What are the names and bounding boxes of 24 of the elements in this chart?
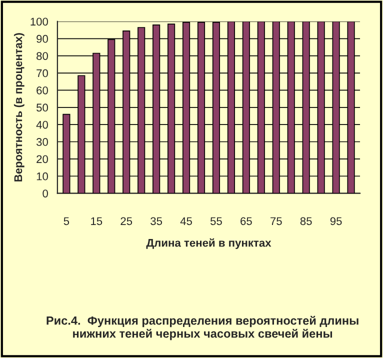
- x-tick-label: 75: [270, 217, 282, 226]
- y-tick-label: 90: [36, 34, 48, 43]
- x-tick-label: 35: [150, 217, 162, 226]
- x-tick-label: 95: [330, 217, 342, 226]
- y-tick-label: 0: [42, 190, 48, 198]
- y-tick-label: 10: [36, 172, 48, 180]
- x-tick-label: 25: [120, 217, 132, 226]
- y-tick-label: 100: [30, 18, 48, 26]
- y-axis-title: Вероятность (в процентах): [14, 33, 24, 182]
- y-tick-label: 30: [36, 138, 48, 146]
- y-tick-label: 20: [36, 155, 48, 164]
- text: Рис.4. Функция распределения вероятностей длины нижних теней черных часовых свечей йены: [46, 316, 358, 340]
- x-axis-title: Длина теней в пунктах: [146, 238, 272, 249]
- x-tick-label: 15: [91, 217, 102, 226]
- y-tick-label: 60: [36, 86, 48, 94]
- x-tick-label: 55: [210, 217, 222, 226]
- x-tick-label: 85: [300, 217, 312, 226]
- x-tick-label: 65: [240, 217, 252, 226]
- y-tick-label: 50: [36, 104, 48, 112]
- x-tick-label: 45: [180, 217, 192, 226]
- y-tick-label: 40: [36, 120, 48, 129]
- x-tick-label: 5: [64, 217, 70, 226]
- y-tick-label: 80: [36, 52, 48, 60]
- y-tick-label: 70: [36, 69, 48, 78]
